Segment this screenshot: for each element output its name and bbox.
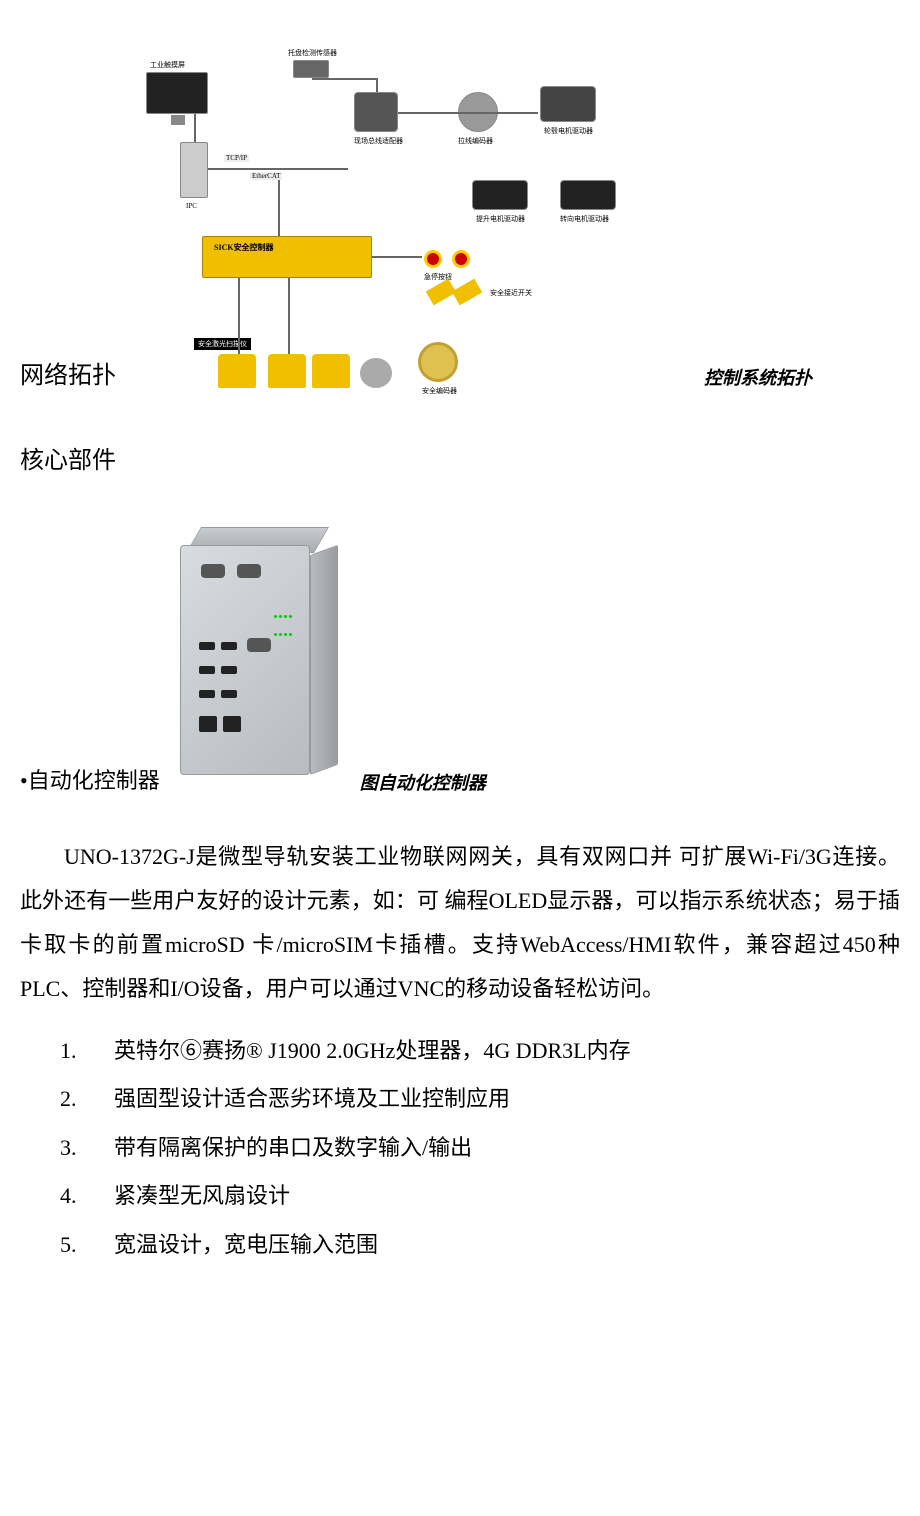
list-number: 2.: [60, 1075, 90, 1123]
monitor-label: 工业触摸屏: [150, 60, 185, 70]
wire: [312, 78, 376, 80]
topology-section: 网络拓扑 工业触摸屏 IPC TCP/IP EtherCAT 托盘检测传感器 现…: [20, 60, 900, 390]
scanner-icon: [218, 354, 256, 388]
wire: [398, 112, 538, 114]
spec-list: 1. 英特尔⑥赛扬® J1900 2.0GHz处理器，4G DDR3L内存 2. 强…: [60, 1027, 900, 1269]
wire: [372, 256, 422, 258]
scanner-icon: [312, 354, 350, 388]
wire: [376, 78, 378, 92]
list-number: 3.: [60, 1124, 90, 1172]
list-item: 2. 强固型设计适合恶劣环境及工业控制应用: [60, 1075, 900, 1123]
tcpip-label: TCP/IP: [224, 154, 249, 162]
controller-bullet-label: •自动化控制器: [20, 763, 160, 795]
list-text: 强固型设计适合恶劣环境及工业控制应用: [114, 1075, 900, 1123]
controller-row: •自动化控制器 图自动化控制器: [20, 525, 900, 795]
bus-adapter-label: 现场总线适配器: [354, 136, 403, 146]
wire: [278, 180, 280, 236]
wire: [288, 278, 290, 354]
description-paragraph: UNO-1372G-J是微型导轨安装工业物联网网关，具有双网口并 可扩展Wi-F…: [20, 835, 900, 1011]
estop-icon: [452, 250, 470, 268]
db9-port-icon: [237, 564, 261, 578]
scanner-label: 安全激光扫描仪: [194, 338, 251, 350]
safety-encoder-icon: [418, 342, 458, 382]
steer-driver-icon: [560, 180, 616, 210]
usb-port-icon: [221, 690, 237, 698]
list-item: 1. 英特尔⑥赛扬® J1900 2.0GHz处理器，4G DDR3L内存: [60, 1027, 900, 1075]
ethercat-label: EtherCAT: [250, 172, 282, 180]
ipc-label: IPC: [186, 202, 197, 210]
topology-row: 网络拓扑 工业触摸屏 IPC TCP/IP EtherCAT 托盘检测传感器 现…: [20, 60, 900, 390]
list-number: 1.: [60, 1027, 90, 1075]
list-number: 4.: [60, 1172, 90, 1220]
wire: [238, 278, 240, 354]
lift-driver-label: 提升电机驱动器: [476, 214, 525, 224]
scanner-icon: [268, 354, 306, 388]
list-item: 5. 宽温设计，宽电压输入范围: [60, 1221, 900, 1269]
bus-adapter-icon: [354, 92, 398, 132]
usb-port-icon: [199, 690, 215, 698]
db9-port-icon: [201, 564, 225, 578]
list-text: 英特尔⑥赛扬® J1900 2.0GHz处理器，4G DDR3L内存: [114, 1027, 900, 1075]
encoder-label: 拉线编码器: [458, 136, 493, 146]
bottom-encoder-icon: [360, 358, 392, 388]
list-item: 4. 紧凑型无风扇设计: [60, 1172, 900, 1220]
safety-encoder-label: 安全编码器: [422, 386, 457, 396]
wire: [208, 168, 348, 170]
list-text: 紧凑型无风扇设计: [114, 1172, 900, 1220]
lift-driver-icon: [472, 180, 528, 210]
controller-image: [180, 525, 340, 795]
estop-icon: [424, 250, 442, 268]
usb-port-icon: [221, 642, 237, 650]
controller-side-face: [310, 545, 338, 775]
ipc-icon: [180, 142, 208, 198]
usb-port-icon: [221, 666, 237, 674]
safety-switch-label: 安全接近开关: [490, 288, 532, 298]
topology-left-label: 网络拓扑: [20, 355, 116, 390]
wheel-driver-label: 轮毂电机驱动器: [544, 126, 593, 136]
tray-sensor-label: 托盘检测传感器: [288, 48, 337, 58]
list-item: 3. 带有隔离保护的串口及数字输入/输出: [60, 1124, 900, 1172]
controller-caption: 图自动化控制器: [360, 769, 486, 795]
db9-port-icon: [247, 638, 271, 652]
list-text: 宽温设计，宽电压输入范围: [114, 1221, 900, 1269]
wire: [194, 114, 196, 142]
controller-front-face: [180, 545, 310, 775]
sick-controller-label: SICK安全控制器: [214, 242, 274, 253]
tray-sensor-icon: [293, 60, 329, 78]
core-heading: 核心部件: [20, 440, 900, 475]
safety-switch-icon: [452, 279, 483, 306]
led-indicators-icon: [273, 606, 297, 624]
usb-port-icon: [199, 666, 215, 674]
ethernet-port-icon: [199, 716, 217, 732]
list-number: 5.: [60, 1221, 90, 1269]
wheel-driver-icon: [540, 86, 596, 122]
topology-diagram: 工业触摸屏 IPC TCP/IP EtherCAT 托盘检测传感器 现场总线适配…: [128, 60, 688, 390]
ethernet-port-icon: [223, 716, 241, 732]
steer-driver-label: 转向电机驱动器: [560, 214, 609, 224]
usb-port-icon: [199, 642, 215, 650]
monitor-icon: [146, 72, 208, 114]
topology-right-caption: 控制系统拓扑: [704, 364, 812, 390]
list-text: 带有隔离保护的串口及数字输入/输出: [114, 1124, 900, 1172]
